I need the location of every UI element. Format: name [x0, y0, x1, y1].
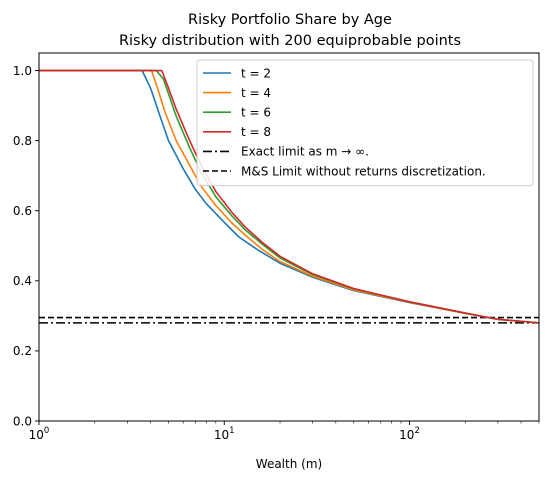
x-tick-label-1: 101: [214, 426, 235, 442]
plot-frame: [38, 52, 540, 422]
chart-title: Risky Portfolio Share by Age: [188, 12, 392, 28]
x-tick-label-2: 102: [399, 426, 420, 442]
plot-area: [39, 69, 539, 324]
y-tick-label-4: 0.8: [13, 134, 32, 148]
chart-subtitle: Risky distribution with 200 equiprobable…: [119, 33, 461, 49]
y-tick-label-2: 0.4: [13, 274, 32, 288]
legend-label-4: Exact limit as m → ∞.: [241, 145, 369, 159]
y-tick-label-5: 1.0: [13, 64, 32, 78]
x-tick-label-0: 100: [29, 426, 50, 442]
y-tick-label-1: 0.2: [13, 344, 32, 358]
y-tick-label-0: 0.0: [13, 414, 32, 428]
series-line-3: [39, 69, 539, 324]
y-tick-label-3: 0.6: [13, 204, 32, 218]
legend-label-3: t = 8: [241, 125, 271, 139]
x-axis-label: Wealth (m): [256, 457, 322, 471]
legend-box: [196, 59, 534, 187]
legend-label-2: t = 6: [241, 106, 271, 120]
legend-label-0: t = 2: [241, 66, 271, 80]
x-axis: 100 101 102: [29, 421, 540, 442]
legend: t = 2 t = 4 t = 6 t = 8 Exact limit as m → ∞…: [196, 59, 534, 187]
y-axis: 0.0 0.2 0.4 0.6 0.8 1.0: [13, 64, 39, 428]
legend-label-1: t = 4: [241, 86, 271, 100]
legend-label-5: M&S Limit without returns discretization…: [241, 164, 486, 178]
